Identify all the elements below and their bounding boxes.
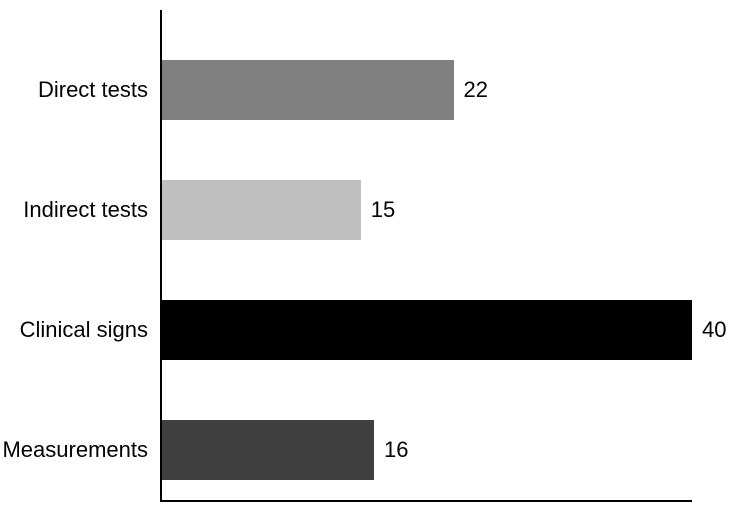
bar (162, 180, 361, 240)
bar-category-label: Direct tests (38, 77, 148, 103)
bar (162, 60, 454, 120)
horizontal-bar-chart: Direct tests 22 Indirect tests 15 Clinical s… (0, 0, 752, 521)
bar-value-label: 16 (384, 437, 408, 463)
bar-category-label: Clinical signs (20, 317, 148, 343)
bar-value-label: 15 (371, 197, 395, 223)
bar (162, 300, 692, 360)
bar (162, 420, 374, 480)
bar-value-label: 22 (464, 77, 488, 103)
bar-category-label: Indirect tests (23, 197, 148, 223)
bar-category-label: Measurements (2, 437, 148, 463)
bar-value-label: 40 (702, 317, 726, 343)
x-axis-line (160, 500, 692, 502)
